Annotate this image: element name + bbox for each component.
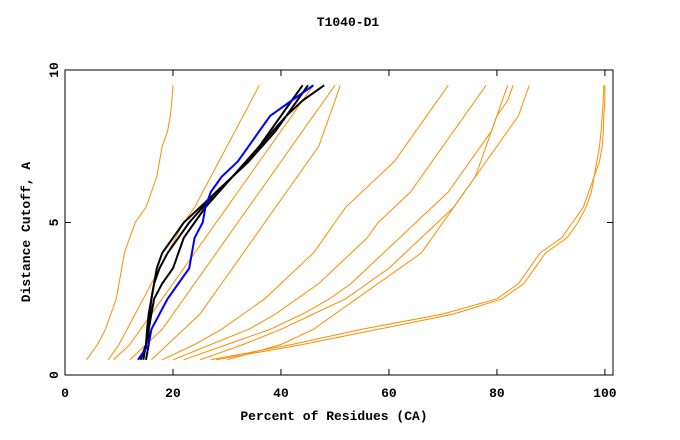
- x-tick-label: 60: [381, 386, 397, 401]
- chart-title: T1040-D1: [317, 15, 380, 30]
- series-line: [199, 85, 509, 361]
- y-tick-label: 10: [47, 62, 62, 78]
- series-line: [145, 84, 304, 360]
- y-tick-label: 0: [47, 371, 62, 379]
- series-line: [151, 85, 341, 361]
- series-line: [142, 84, 309, 360]
- series-line: [183, 85, 514, 361]
- x-tick-label: 0: [61, 386, 69, 401]
- series-line: [226, 85, 530, 361]
- x-tick-label: 100: [593, 386, 617, 401]
- series-line: [113, 85, 314, 361]
- series-line: [210, 85, 605, 361]
- series-line: [139, 84, 325, 361]
- x-tick-label: 40: [273, 386, 289, 401]
- series-line: [216, 85, 606, 361]
- y-tick-label: 5: [47, 218, 62, 226]
- series-line: [137, 84, 314, 361]
- series-line: [86, 85, 174, 361]
- series-line: [161, 85, 449, 361]
- series-line: [172, 85, 487, 361]
- x-tick-label: 80: [489, 386, 505, 401]
- series-line: [129, 85, 336, 361]
- x-tick-label: 20: [165, 386, 181, 401]
- x-axis-label: Percent of Residues (CA): [240, 409, 427, 424]
- y-axis-label: Distance Cutoff, A: [19, 162, 34, 303]
